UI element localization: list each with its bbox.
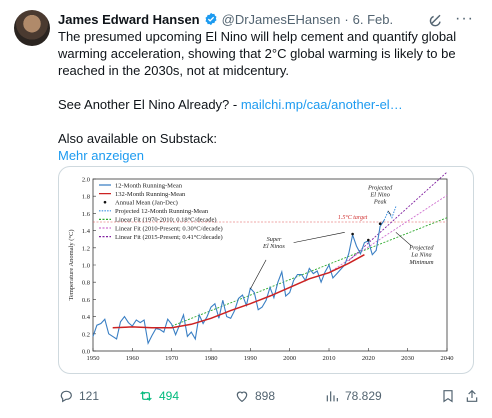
projected-line — [383, 206, 397, 221]
x-tick-label: 2010 — [323, 355, 336, 362]
x-tick-label: 2030 — [401, 355, 414, 362]
x-tick-label: 1980 — [205, 355, 218, 362]
legend-label: 132-Month Running-Mean — [115, 191, 186, 198]
x-tick-label: 2040 — [441, 355, 454, 362]
y-tick-label: 0.6 — [82, 297, 91, 304]
super-el-ninos-label: El Ninos — [262, 243, 285, 250]
legend-label: Projected 12-Month Running-Mean — [115, 208, 209, 215]
annotation-arrow — [395, 232, 412, 247]
like-button[interactable]: 898 — [234, 388, 275, 404]
legend-label: Linear Fit (2010-Present; 0.30°C/decade) — [115, 225, 223, 232]
plot-frame — [92, 178, 448, 352]
x-tick-label: 1950 — [87, 355, 100, 362]
tweet-text-line: The presumed upcoming El Nino will help … — [58, 29, 457, 44]
super-el-ninos-label: Super — [267, 236, 282, 243]
tweet-text-line: reached in the 2030s, not at midcentury. — [58, 63, 290, 78]
repost-count: 494 — [159, 389, 180, 403]
y-axis-label: Temperature Anomaly (°C) — [68, 229, 75, 300]
like-count: 898 — [255, 389, 276, 403]
verified-badge-icon — [205, 12, 217, 26]
linear-fit-1970-line — [171, 217, 448, 327]
reply-button[interactable]: 121 — [58, 388, 99, 404]
running-mean-132-line — [112, 254, 365, 329]
reply-count: 121 — [79, 389, 100, 403]
tweet-text-line: Also available on Substack: — [58, 131, 217, 146]
y-tick-label: 0.4 — [82, 314, 91, 321]
views-button[interactable]: 78.829 — [324, 388, 382, 404]
separator-dot: · — [344, 11, 349, 27]
tweet-header: James Edward Hansen @DrJamesEHansen · 6.… — [58, 9, 478, 29]
y-tick-label: 1.6 — [82, 211, 91, 218]
x-tick-label: 1960 — [126, 355, 139, 362]
views-icon — [326, 391, 338, 402]
share-button[interactable] — [464, 388, 480, 404]
annotation-arrow — [293, 232, 345, 243]
projected-min-label: La Nina — [410, 252, 431, 259]
x-tick-label: 2020 — [362, 355, 375, 362]
heart-icon — [236, 391, 248, 403]
tweet-actions: 121 494 898 78.829 — [58, 388, 482, 406]
x-tick-label: 1970 — [165, 355, 178, 362]
tweet-text-line: warming acceleration, showing that 2°C g… — [58, 46, 456, 61]
linear-fit-2010-line — [328, 194, 448, 274]
y-tick-label: 1.2 — [82, 245, 90, 252]
tweet-text-segment: See Another El Nino Already? - — [58, 97, 241, 112]
tweet-text: The presumed upcoming El Nino will help … — [58, 28, 482, 164]
projected-peak-label: Projected — [367, 184, 393, 191]
target-label: 1.5°C target — [338, 214, 368, 221]
share-icon — [466, 389, 478, 402]
projected-min-label: Projected — [408, 245, 434, 252]
tweet-media-chart[interactable]: 0.0 0.2 0.4 0.6 0.8 1.0 1.2 1.4 1.6 1.8 2.0 1950 196… — [58, 166, 474, 374]
grok-icon[interactable] — [428, 12, 444, 28]
annual-mean-point — [351, 232, 354, 236]
annual-mean-point — [367, 238, 370, 242]
running-mean-12-line — [92, 219, 385, 346]
annotation-arrow — [387, 210, 392, 216]
y-tick-label: 0.0 — [82, 349, 90, 356]
reply-icon — [60, 390, 72, 403]
repost-button[interactable]: 494 — [138, 388, 179, 404]
linear-fit-2015-line — [348, 171, 448, 262]
annotation-arrow — [250, 259, 267, 290]
author-name[interactable]: James Edward Hansen — [58, 11, 200, 27]
legend-label: 12-Month Running-Mean — [115, 182, 183, 189]
annual-mean-point — [378, 222, 382, 226]
y-tick-label: 1.4 — [82, 228, 91, 235]
legend-swatch — [103, 200, 107, 204]
bookmark-button[interactable] — [440, 388, 456, 404]
x-tick-label: 1990 — [244, 355, 257, 362]
more-options-icon[interactable]: ··· — [455, 10, 474, 27]
tweet-text-line: See Another El Nino Already? - mailchi.m… — [58, 96, 482, 113]
projected-peak-label: El Nino — [369, 192, 389, 199]
bookmark-icon — [443, 390, 453, 403]
legend-label: Linear Fit (2015-Present; 0.41°C/decade) — [115, 234, 223, 241]
y-tick-label: 1.8 — [82, 194, 90, 201]
y-tick-label: 2.0 — [82, 177, 90, 184]
projected-peak-label: Peak — [373, 199, 387, 206]
views-count: 78.829 — [345, 389, 382, 403]
y-tick-label: 1.0 — [82, 263, 90, 270]
legend-label: Linear Fit (1970-2010; 0.18°C/decade) — [115, 217, 217, 224]
legend-label: Annual Mean (Jan-Dec) — [115, 200, 178, 207]
show-more-link[interactable]: Mehr anzeigen — [58, 148, 144, 163]
tweet-date[interactable]: 6. Feb. — [352, 11, 394, 27]
article-link[interactable]: mailchi.mp/caa/another-el… — [240, 97, 403, 112]
temperature-chart: 0.0 0.2 0.4 0.6 0.8 1.0 1.2 1.4 1.6 1.8 2.0 1950 196… — [68, 171, 454, 362]
author-handle[interactable]: @DrJamesEHansen — [221, 11, 341, 27]
x-tick-label: 2000 — [283, 355, 296, 362]
author-avatar[interactable] — [14, 10, 50, 46]
projected-min-label: Minimum — [408, 259, 434, 266]
y-tick-label: 0.2 — [82, 331, 90, 338]
y-tick-label: 0.8 — [82, 280, 90, 287]
repost-icon — [140, 391, 152, 401]
